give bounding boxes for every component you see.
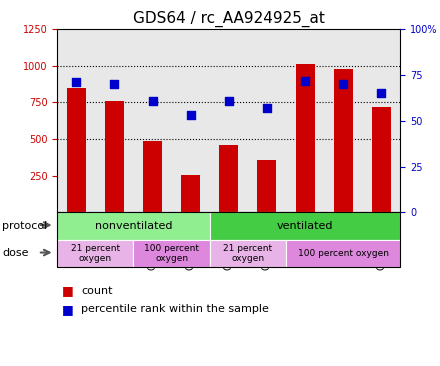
Title: GDS64 / rc_AA924925_at: GDS64 / rc_AA924925_at [133,10,325,27]
Bar [296,64,315,212]
Point [264,105,271,111]
Text: 100 percent oxygen: 100 percent oxygen [298,249,389,258]
Bar [257,160,276,212]
Point [149,98,156,104]
Point [225,98,232,104]
Bar [105,101,124,212]
Point [340,81,347,87]
Bar [143,141,162,212]
Text: ventilated: ventilated [277,221,334,231]
Text: ■: ■ [62,303,73,316]
Point [111,81,118,87]
Text: 21 percent
oxygen: 21 percent oxygen [71,244,120,263]
Text: ■: ■ [62,284,73,298]
Text: percentile rank within the sample: percentile rank within the sample [81,304,269,314]
Text: count: count [81,286,113,296]
Bar [67,88,86,212]
Text: protocol: protocol [2,221,48,231]
Text: 100 percent
oxygen: 100 percent oxygen [144,244,199,263]
Bar [181,175,200,212]
Point [301,78,308,83]
Bar [372,107,391,212]
Point [378,90,385,96]
Point [73,79,80,85]
Bar [219,145,238,212]
Point [187,112,194,118]
Text: nonventilated: nonventilated [95,221,172,231]
Bar [334,69,353,212]
Text: dose: dose [2,249,29,258]
Text: 21 percent
oxygen: 21 percent oxygen [224,244,272,263]
